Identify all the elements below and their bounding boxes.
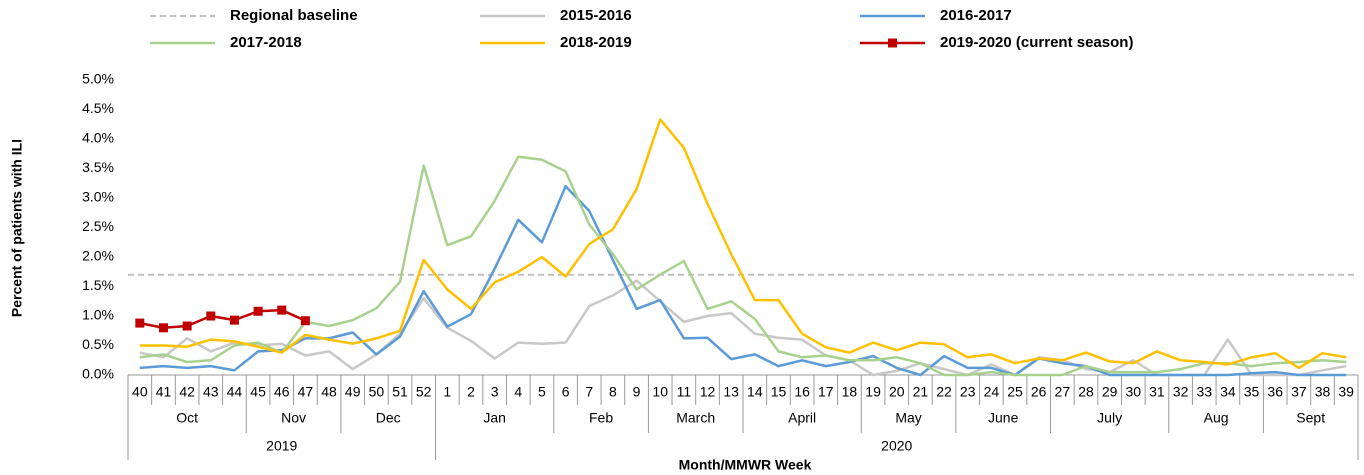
y-axis-label: Percent of patients with ILI [9,139,25,317]
x-tick-label: 34 [1220,384,1236,400]
x-tick-label: 21 [913,384,929,400]
y-tick-label: 0.0% [82,366,114,382]
x-tick-label: 4 [514,384,522,400]
x-tick-label: 16 [794,384,810,400]
y-tick-label: 4.0% [82,130,114,146]
x-tick-label: 20 [889,384,905,400]
x-tick-label: 24 [984,384,1000,400]
x-tick-label: 40 [132,384,148,400]
x-tick-label: 43 [203,384,219,400]
x-tick-label: 10 [652,384,668,400]
x-tick-label: 12 [700,384,716,400]
y-tick-label: 3.5% [82,159,114,175]
x-tick-label: 2 [467,384,475,400]
point-marker [277,305,287,315]
y-tick-label: 0.5% [82,336,114,352]
month-label: Feb [589,410,613,426]
y-tick-label: 1.0% [82,307,114,323]
x-tick-label: 28 [1078,384,1094,400]
legend-label: 2016-2017 [940,7,1012,24]
x-tick-label: 33 [1196,384,1212,400]
x-tick-label: 42 [179,384,195,400]
x-tick-label: 3 [491,384,499,400]
series-line [139,118,1347,370]
x-tick-label: 11 [677,384,692,400]
x-tick-label: 45 [250,384,266,400]
point-marker [158,323,168,333]
month-label: March [676,410,715,426]
legend-marker [888,38,897,48]
x-tick-label: 13 [723,384,739,400]
legend-label: 2015-2016 [560,7,632,24]
month-label: May [895,410,921,426]
month-label: Nov [281,410,306,426]
x-tick-label: 26 [1031,384,1047,400]
x-tick-label: 8 [609,384,617,400]
x-tick-label: 49 [345,384,361,400]
legend-label: 2018-2019 [560,34,632,51]
x-tick-label: 14 [747,384,763,400]
y-tick-label: 4.5% [82,100,114,116]
x-tick-label: 38 [1315,384,1331,400]
legend-label: 2019-2020 (current season) [940,34,1133,51]
year-label: 2019 [266,438,297,454]
point-marker [182,321,192,331]
y-tick-label: 2.5% [82,218,114,234]
x-tick-label: 25 [1007,384,1023,400]
x-tick-label: 36 [1267,384,1283,400]
x-tick-label: 32 [1173,384,1189,400]
x-tick-label: 19 [865,384,881,400]
x-tick-label: 23 [960,384,976,400]
x-tick-label: 18 [842,384,858,400]
point-marker [229,315,239,325]
series-line [139,184,1347,377]
x-tick-label: 44 [227,384,243,400]
month-label: July [1097,410,1122,426]
x-tick-label: 48 [321,384,337,400]
point-marker [253,306,263,316]
x-axis-label: Month/MMWR Week [679,457,812,473]
series-line [139,155,1347,377]
y-tick-label: 1.5% [82,277,114,293]
month-label: April [788,410,816,426]
point-marker [206,311,216,321]
x-tick-label: 7 [585,384,593,400]
point-marker [135,318,145,328]
year-label: 2020 [881,438,912,454]
x-tick-label: 31 [1149,384,1165,400]
x-tick-label: 39 [1338,384,1354,400]
x-tick-label: 52 [416,384,432,400]
x-tick-label: 22 [936,384,952,400]
point-marker [300,316,310,326]
x-tick-label: 15 [771,384,787,400]
x-tick-label: 46 [274,384,290,400]
x-tick-label: 27 [1055,384,1071,400]
y-tick-label: 3.0% [82,189,114,205]
x-tick-label: 30 [1125,384,1141,400]
x-tick-label: 41 [156,384,172,400]
x-tick-label: 17 [818,384,834,400]
legend-label: Regional baseline [230,7,358,24]
month-label: Dec [376,410,401,426]
series-line [139,279,1347,377]
x-tick-label: 5 [538,384,546,400]
x-tick-label: 35 [1244,384,1260,400]
y-tick-label: 2.0% [82,248,114,264]
x-tick-label: 6 [562,384,570,400]
x-tick-label: 51 [392,384,408,400]
x-tick-label: 29 [1102,384,1118,400]
month-label: Oct [176,410,198,426]
x-tick-label: 37 [1291,384,1307,400]
y-tick-label: 5.0% [82,71,114,87]
month-label: June [988,410,1019,426]
x-tick-label: 47 [298,384,314,400]
month-label: Sept [1296,410,1325,426]
x-tick-label: 9 [633,384,641,400]
x-tick-label: 50 [369,384,385,400]
month-label: Aug [1204,410,1229,426]
month-label: Jan [483,410,506,426]
legend-label: 2017-2018 [230,34,302,51]
x-tick-label: 1 [443,384,451,400]
